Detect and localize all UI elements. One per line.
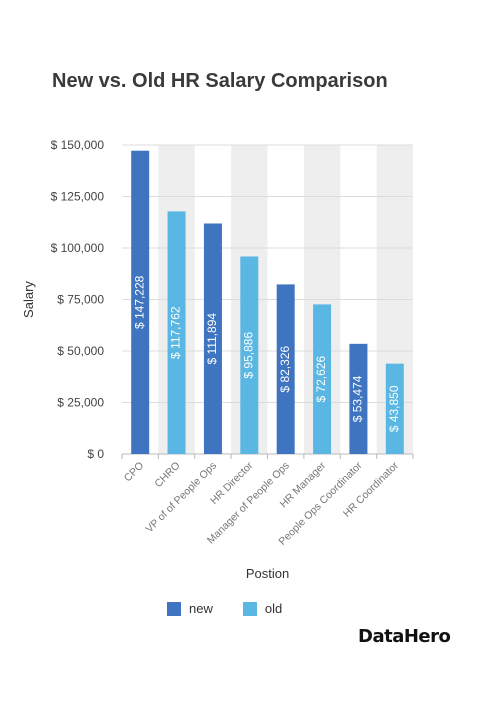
y-tick-label: $ 150,000 bbox=[51, 138, 105, 152]
data-label: $ 117,762 bbox=[169, 306, 183, 359]
legend-swatch-old bbox=[242, 601, 257, 616]
x-tick-label: VP of of People Ops bbox=[143, 460, 219, 536]
bar bbox=[349, 343, 368, 454]
data-label: $ 82,326 bbox=[278, 346, 292, 393]
y-tick-label: $ 50,000 bbox=[57, 344, 104, 358]
data-label: $ 72,626 bbox=[314, 356, 328, 403]
data-label: $ 43,850 bbox=[387, 385, 401, 432]
bar bbox=[276, 284, 295, 454]
bar bbox=[240, 256, 259, 454]
legend-item-old[interactable]: old bbox=[242, 601, 283, 616]
x-axis-title: Postion bbox=[246, 566, 289, 581]
legend-label-new: new bbox=[189, 601, 213, 616]
bar bbox=[313, 304, 332, 454]
y-tick-label: $ 75,000 bbox=[57, 293, 104, 307]
bar bbox=[131, 150, 150, 454]
y-tick-label: $ 0 bbox=[87, 447, 104, 461]
data-label: $ 147,228 bbox=[132, 275, 146, 329]
legend: new old bbox=[167, 601, 312, 616]
y-axis-title: Salary bbox=[21, 281, 36, 318]
y-tick-label: $ 100,000 bbox=[51, 241, 105, 255]
bar bbox=[203, 223, 222, 454]
data-label: $ 111,894 bbox=[205, 313, 219, 365]
legend-label-old: old bbox=[264, 601, 283, 616]
bar bbox=[385, 363, 404, 454]
data-label: $ 53,474 bbox=[351, 375, 365, 422]
datahero-logo: DataHero bbox=[358, 626, 451, 647]
bar bbox=[167, 211, 186, 454]
legend-swatch-new bbox=[167, 601, 181, 616]
chart-title: New vs. Old HR Salary Comparison bbox=[52, 70, 388, 92]
x-tick-label: CPO bbox=[122, 460, 147, 485]
y-tick-label: $ 25,000 bbox=[57, 396, 104, 410]
y-tick-label: $ 125,000 bbox=[51, 190, 105, 204]
data-label: $ 95,886 bbox=[241, 332, 255, 379]
x-tick-label: CHRO bbox=[152, 460, 182, 490]
legend-item-new[interactable]: new bbox=[167, 601, 213, 616]
